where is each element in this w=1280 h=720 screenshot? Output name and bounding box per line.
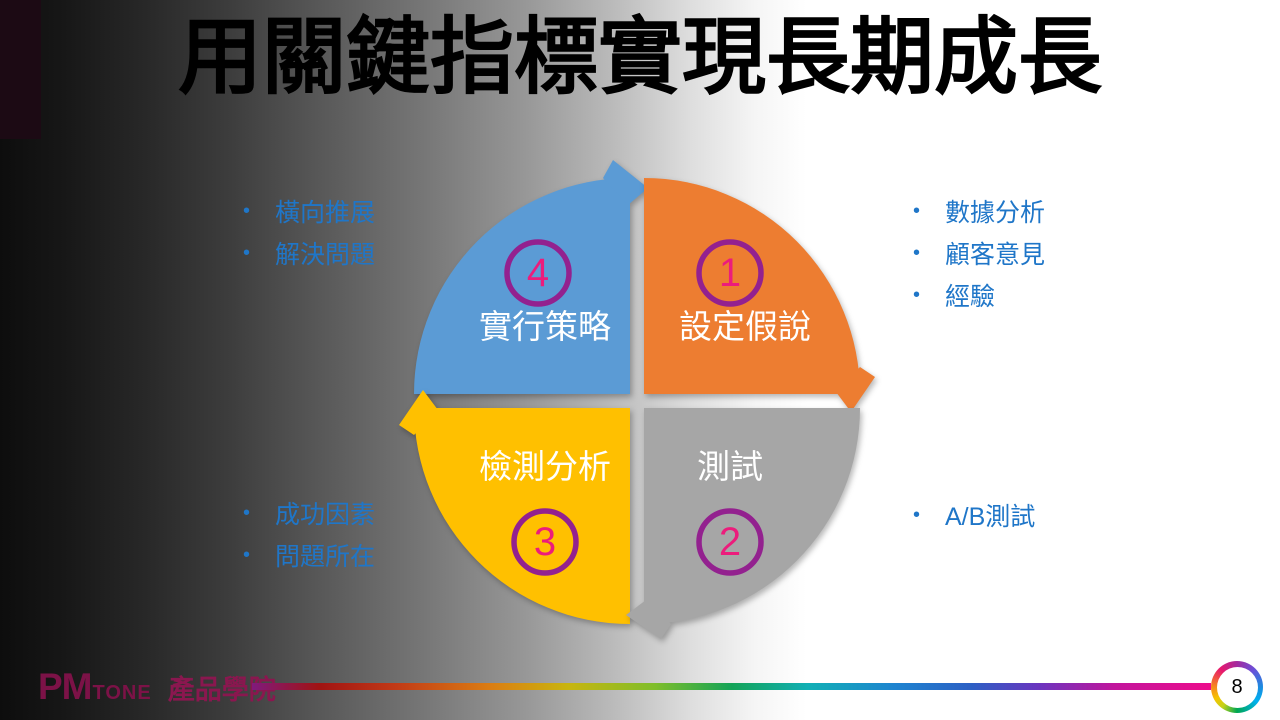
step-label: 檢測分析 [479, 448, 611, 485]
step-number: 4 [527, 251, 549, 295]
arrow-tip-icon [836, 367, 875, 412]
notes-top-right: • 數據分析 • 顧客意見 • 經驗 [913, 190, 1045, 316]
notes-bottom-right: • A/B測試 [913, 494, 1035, 536]
list-item: • 解決問題 [243, 232, 375, 274]
step-label: 實行策略 [479, 308, 611, 345]
quadrant-shape [414, 178, 630, 394]
note-text: A/B測試 [945, 503, 1036, 531]
note-text: 經驗 [945, 283, 996, 311]
step-number-circle [696, 508, 764, 576]
quadrant-shape [414, 408, 630, 624]
arrow-tip-icon [626, 600, 671, 639]
notes-top-left: • 橫向推展 • 解決問題 [243, 190, 375, 274]
step-number-circle [504, 239, 572, 307]
bullet-icon: • [913, 283, 921, 306]
list-item: • 成功因素 [243, 492, 375, 534]
page-number-badge: 8 [1211, 661, 1263, 713]
cycle-diagram: 4 實行策略 1 設定假說 3 檢測分析 2 測試 [399, 160, 875, 639]
arrow-tip-icon [603, 160, 648, 205]
list-item: • 數據分析 [913, 190, 1045, 232]
logo-pm-text: PM [38, 666, 92, 707]
note-text: 成功因素 [275, 501, 376, 529]
step-number-circle [511, 508, 579, 576]
bullet-icon: • [913, 199, 921, 222]
logo-chinese-text: 產品學院 [167, 675, 276, 705]
list-item: • 經驗 [913, 274, 1045, 316]
bullet-icon: • [243, 241, 251, 264]
rainbow-divider-line [252, 683, 1211, 690]
quadrant-step-4: 4 實行策略 [414, 160, 648, 394]
bullet-icon: • [243, 543, 251, 566]
list-item: • A/B測試 [913, 494, 1035, 536]
note-text: 問題所在 [275, 543, 376, 571]
note-text: 解決問題 [275, 241, 376, 269]
note-text: 橫向推展 [275, 199, 376, 227]
corner-accent-block [0, 0, 41, 139]
step-label: 測試 [697, 448, 763, 485]
step-number: 3 [534, 520, 556, 564]
step-label: 設定假說 [679, 308, 811, 345]
logo-tone-text: TONE [92, 682, 152, 704]
bullet-icon: • [913, 503, 921, 526]
quadrant-step-2: 2 測試 [626, 408, 860, 639]
step-number-circle [696, 239, 764, 307]
list-item: • 顧客意見 [913, 232, 1045, 274]
page-number: 8 [1216, 666, 1258, 708]
pmtone-logo: PM TONE 產品學院 [38, 666, 276, 708]
step-number: 1 [719, 251, 741, 295]
note-text: 顧客意見 [945, 241, 1046, 269]
list-item: • 問題所在 [243, 534, 375, 576]
bullet-icon: • [913, 241, 921, 264]
note-text: 數據分析 [945, 199, 1046, 227]
arrow-tip-icon [399, 390, 438, 435]
notes-bottom-left: • 成功因素 • 問題所在 [243, 492, 375, 576]
quadrant-step-1: 1 設定假說 [644, 178, 875, 412]
quadrant-shape [644, 178, 860, 394]
bullet-icon: • [243, 501, 251, 524]
bullet-icon: • [243, 199, 251, 222]
quadrant-step-3: 3 檢測分析 [399, 390, 630, 624]
quadrant-shape [644, 408, 860, 624]
step-number: 2 [719, 520, 741, 564]
list-item: • 橫向推展 [243, 190, 375, 232]
slide-title: 用關鍵指標實現長期成長 [177, 10, 1102, 104]
